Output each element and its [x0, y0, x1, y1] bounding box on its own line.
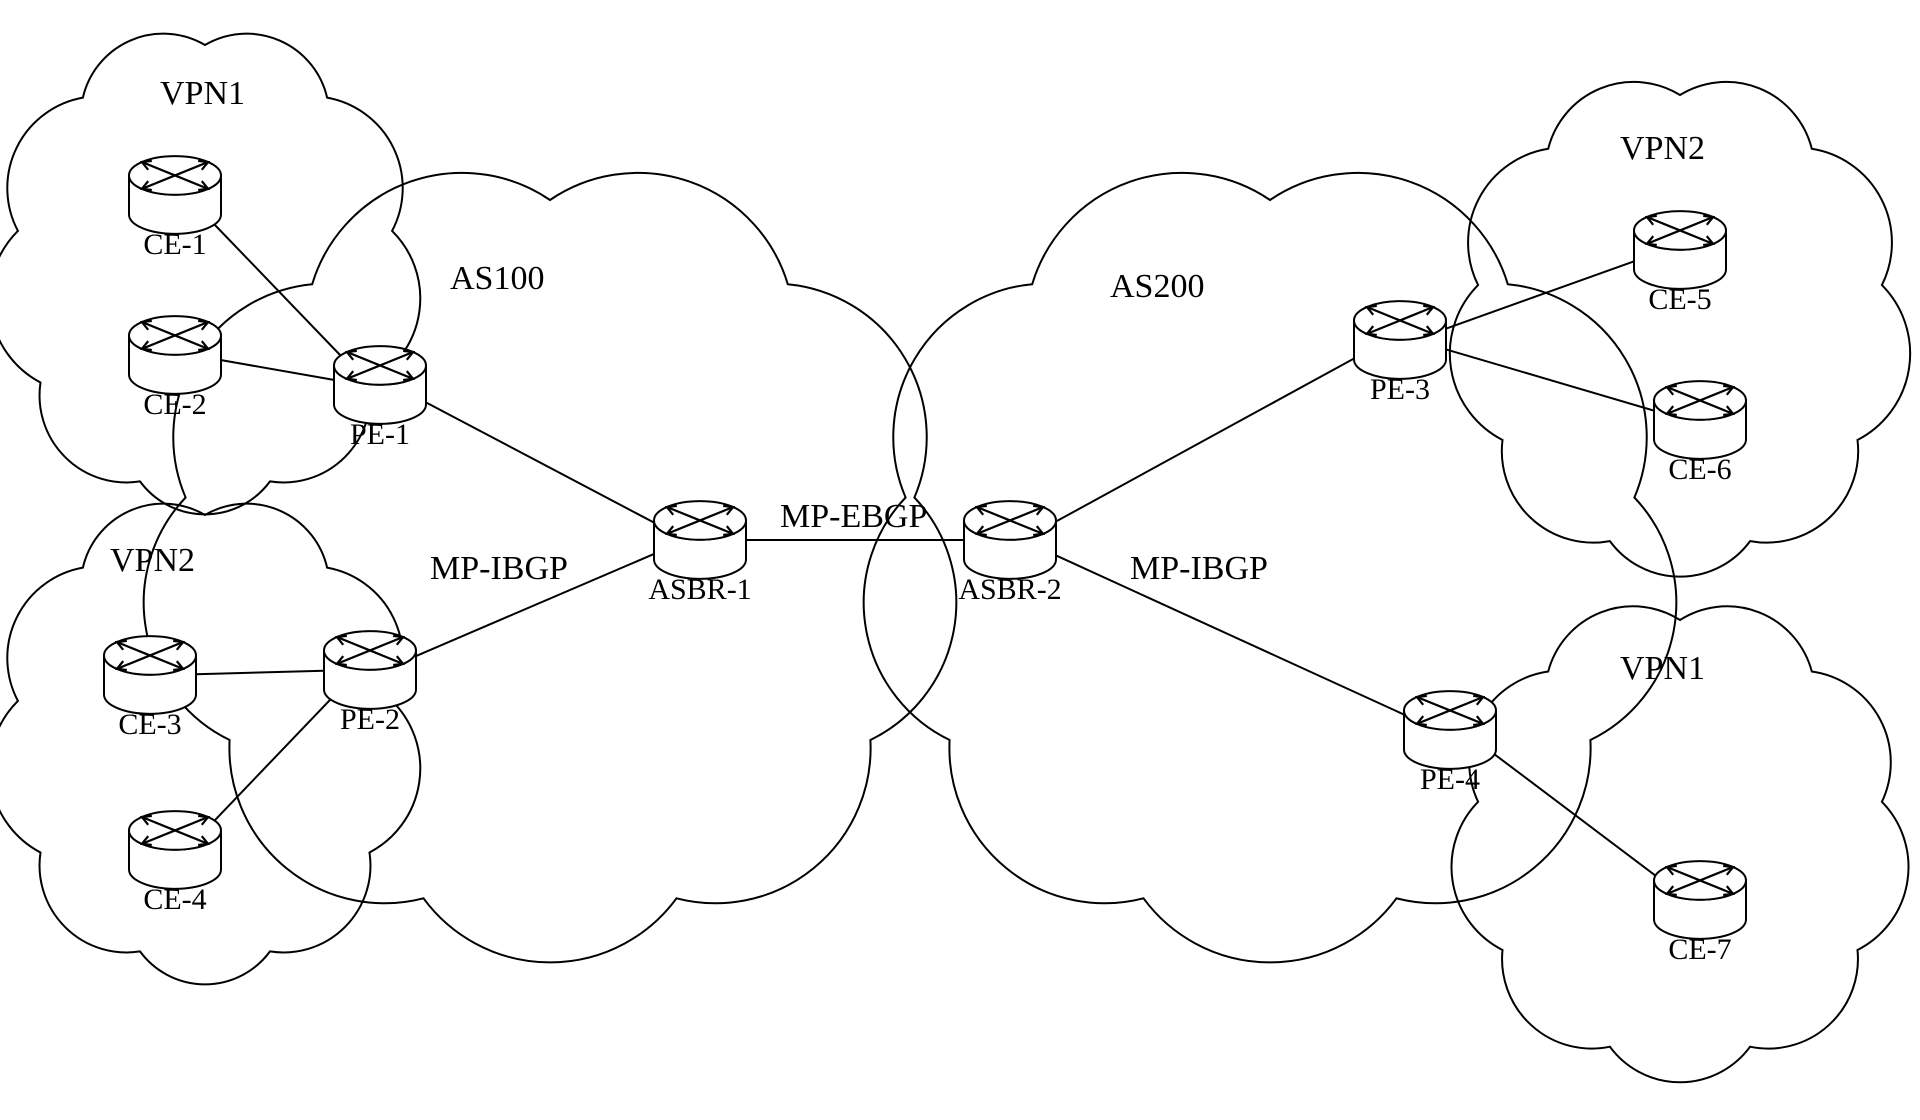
node-label-ce4: CE-4 — [143, 883, 206, 917]
edge-asbr2-pe3 — [1051, 356, 1359, 525]
node-label-ce2: CE-2 — [143, 388, 206, 422]
router-ce4 — [129, 811, 221, 889]
node-label-pe2: PE-2 — [340, 703, 400, 737]
cloud-label-as200: AS200 — [1110, 268, 1204, 306]
router-asbr1 — [654, 501, 746, 579]
link-label-1: MP-EBGP — [780, 498, 927, 536]
node-label-pe4: PE-4 — [1420, 763, 1480, 797]
router-asbr2 — [964, 501, 1056, 579]
cloud-label-vpn1-left: VPN1 — [160, 75, 245, 113]
router-ce5 — [1634, 211, 1726, 289]
router-ce2 — [129, 316, 221, 394]
edge-ce4-pe2 — [209, 693, 336, 826]
edge-pe1-asbr1 — [421, 400, 658, 525]
edge-ce2-pe1 — [221, 360, 335, 380]
cloud-label-vpn2-left: VPN2 — [110, 542, 195, 580]
router-pe4 — [1404, 691, 1496, 769]
router-pe1 — [334, 346, 426, 424]
node-label-asbr1: ASBR-1 — [648, 573, 751, 607]
node-label-ce5: CE-5 — [1648, 283, 1711, 317]
edge-ce1-pe1 — [209, 219, 347, 362]
diagram-canvas: VPN1 VPN2 AS100 AS200 VPN2 VPN1 CE-1 CE-2 CE-3 CE… — [0, 0, 1920, 1120]
router-ce3 — [104, 636, 196, 714]
router-ce1 — [129, 156, 221, 234]
cloud-label-as100: AS100 — [450, 260, 544, 298]
cloud-label-vpn1-right: VPN1 — [1620, 650, 1705, 688]
svg-layer — [0, 0, 1920, 1120]
cloud-label-vpn2-right: VPN2 — [1620, 130, 1705, 168]
router-ce6 — [1654, 381, 1746, 459]
node-label-ce3: CE-3 — [118, 708, 181, 742]
cloud-vpn2-left — [0, 504, 420, 985]
node-label-pe1: PE-1 — [350, 418, 410, 452]
node-label-ce6: CE-6 — [1668, 453, 1731, 487]
edge-pe4-ce7 — [1488, 749, 1662, 880]
node-label-ce1: CE-1 — [143, 228, 206, 262]
link-label-0: MP-IBGP — [430, 550, 568, 588]
router-ce7 — [1654, 861, 1746, 939]
node-label-asbr2: ASBR-2 — [958, 573, 1061, 607]
node-label-pe3: PE-3 — [1370, 373, 1430, 407]
node-label-ce7: CE-7 — [1668, 933, 1731, 967]
edge-ce3-pe2 — [196, 671, 324, 674]
link-label-2: MP-IBGP — [1130, 550, 1268, 588]
router-pe3 — [1354, 301, 1446, 379]
router-pe2 — [324, 631, 416, 709]
